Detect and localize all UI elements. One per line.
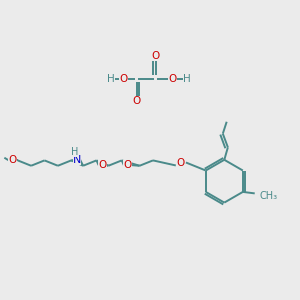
Text: O: O	[133, 96, 141, 106]
Text: O: O	[98, 160, 106, 170]
Text: O: O	[152, 51, 160, 62]
Text: O: O	[119, 74, 128, 84]
Text: H: H	[70, 147, 78, 157]
Text: H: H	[107, 74, 115, 84]
Text: O: O	[124, 160, 132, 170]
Text: N: N	[73, 155, 81, 165]
Text: O: O	[177, 158, 185, 168]
Text: O: O	[9, 155, 17, 165]
Text: H: H	[183, 74, 191, 84]
Text: CH₃: CH₃	[260, 191, 278, 201]
Text: O: O	[168, 74, 176, 84]
